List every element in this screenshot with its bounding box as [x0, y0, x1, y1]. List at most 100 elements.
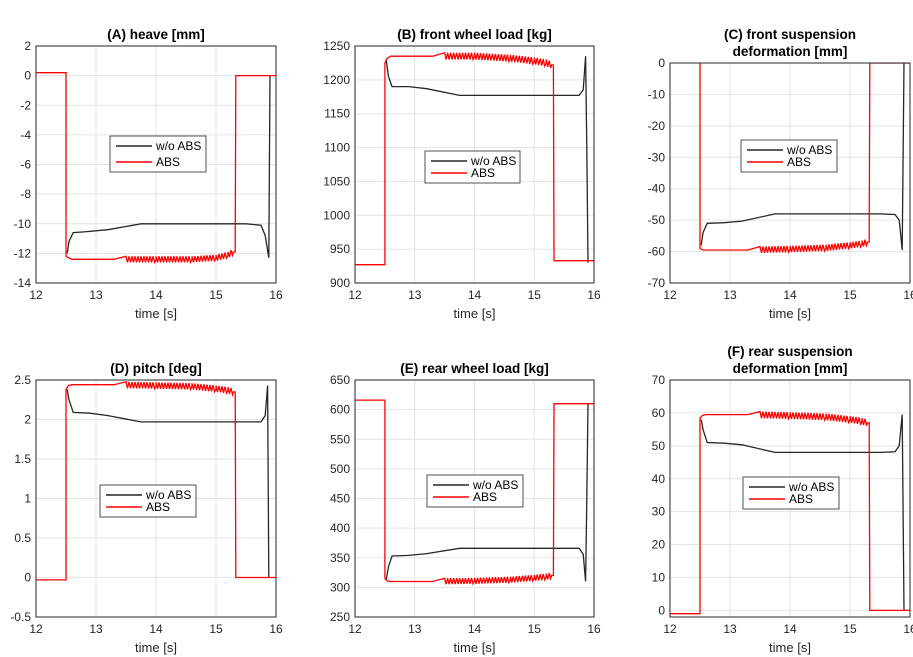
legend-label: ABS [473, 490, 497, 504]
y-tick-label: -4 [20, 128, 31, 142]
y-tick-label: -12 [14, 246, 32, 260]
x-axis-label: time [s] [769, 640, 811, 655]
x-tick-label: 15 [209, 622, 223, 636]
legend-label: w/o ABS [155, 139, 201, 153]
y-tick-label: 1250 [323, 39, 350, 53]
x-tick-label: 12 [29, 288, 43, 302]
legend-label: ABS [787, 155, 811, 169]
series-line-abs [670, 410, 910, 615]
x-tick-label: 12 [348, 288, 362, 302]
y-tick-label: 60 [652, 406, 666, 420]
y-tick-label: 500 [330, 462, 350, 476]
y-tick-label: -20 [648, 119, 666, 133]
x-tick-label: 14 [783, 288, 797, 302]
y-tick-label: 1 [24, 492, 31, 506]
y-tick-label: 250 [330, 610, 350, 624]
legend-box [426, 474, 524, 508]
y-tick-label: -40 [648, 182, 666, 196]
y-tick-label: 1050 [323, 174, 350, 188]
y-tick-label: -14 [14, 276, 32, 290]
y-tick-label: 1200 [323, 73, 350, 87]
y-tick-label: -2 [20, 98, 31, 112]
y-tick-label: -60 [648, 245, 666, 259]
y-tick-label: 950 [330, 242, 350, 256]
y-tick-label: 300 [330, 580, 350, 594]
y-tick-label: 0 [24, 571, 31, 585]
x-tick-label: 13 [408, 622, 422, 636]
legend-box [99, 484, 197, 518]
x-tick-label: 15 [528, 288, 542, 302]
series-line-abs [36, 72, 276, 265]
legend-label: ABS [471, 166, 495, 180]
x-axis-label: time [s] [135, 306, 177, 321]
y-tick-label: -50 [648, 213, 666, 227]
y-tick-label: 550 [330, 432, 350, 446]
y-tick-label: 2 [24, 39, 31, 53]
legend-label: ABS [156, 155, 180, 169]
legend-label: w/o ABS [472, 478, 518, 492]
series-line-wo-abs [700, 414, 905, 611]
x-tick-label: 16 [903, 288, 913, 302]
x-axis-label: time [s] [769, 306, 811, 321]
x-tick-label: 15 [843, 288, 857, 302]
x-axis-label: time [s] [454, 640, 496, 655]
x-tick-label: 12 [348, 622, 362, 636]
chart-panel-2: 12 13 14 15 16 900 950 1000 1050 1100 1150 1200 1250… [323, 27, 601, 321]
axes-box [354, 45, 595, 284]
legend-label: w/o ABS [145, 488, 191, 502]
y-tick-label: 350 [330, 551, 350, 565]
y-tick-label: 1100 [324, 141, 350, 155]
y-tick-label: 2.5 [14, 373, 31, 387]
legend-label: w/o ABS [786, 143, 832, 157]
x-tick-label: 13 [89, 622, 103, 636]
y-tick-label: 0 [658, 56, 665, 70]
legend-label: ABS [146, 500, 170, 514]
axes-box [35, 45, 277, 284]
x-tick-label: 14 [783, 622, 797, 636]
legend-label: ABS [789, 492, 813, 506]
y-tick-label: 30 [652, 505, 666, 519]
axes-box [35, 379, 277, 618]
series-line-wo-abs [385, 403, 589, 582]
series-line-wo-abs [700, 63, 905, 251]
y-tick-label: 1150 [324, 107, 350, 121]
legend-label: w/o ABS [788, 480, 834, 494]
legend-label: w/o ABS [470, 154, 516, 168]
chart-title: (E) rear wheel load [kg] [400, 361, 549, 376]
chart-panel-6: 12 13 14 15 16 0 10 20 30 40 50 60 70 (F) rear suspen… [652, 344, 913, 655]
axes-box [669, 62, 911, 284]
y-tick-label: 2 [24, 413, 31, 427]
y-tick-label: 70 [652, 373, 666, 387]
x-tick-label: 14 [149, 288, 163, 302]
x-tick-label: 15 [843, 622, 857, 636]
y-tick-label: 10 [652, 571, 666, 585]
legend: w/o ABS ABS [109, 135, 207, 173]
legend-box [740, 139, 838, 173]
chart-title: (A) heave [mm] [107, 27, 205, 42]
chart-panel-3: 12 13 14 15 16 -70 -60 -50 -40 -30 -20 -10 0 (C) fron… [648, 27, 913, 321]
y-tick-label: -10 [14, 217, 32, 231]
y-tick-label: -10 [648, 87, 666, 101]
chart-title: deformation [mm] [733, 361, 848, 376]
y-tick-label: -6 [20, 158, 31, 172]
x-tick-label: 16 [587, 288, 601, 302]
chart-title: (B) front wheel load [kg] [397, 27, 552, 42]
chart-panel-5: 12 13 14 15 16 250 300 350 400 450 500 550 600 650 (E)… [330, 361, 601, 655]
x-axis-label: time [s] [454, 306, 496, 321]
x-axis-label: time [s] [135, 640, 177, 655]
x-tick-label: 16 [587, 622, 601, 636]
y-tick-label: -30 [648, 150, 666, 164]
legend-box [109, 135, 207, 173]
x-tick-label: 13 [89, 288, 103, 302]
y-tick-label: 0 [24, 69, 31, 83]
chart-panel-4: 12 13 14 15 16 -0.5 0 0.5 1 1.5 2 2.5 (D) pitch [deg… [10, 361, 283, 655]
series-line-abs [355, 51, 594, 266]
y-tick-label: -8 [20, 187, 31, 201]
y-tick-label: 900 [330, 276, 350, 290]
chart-title: (C) front suspension [724, 27, 856, 42]
